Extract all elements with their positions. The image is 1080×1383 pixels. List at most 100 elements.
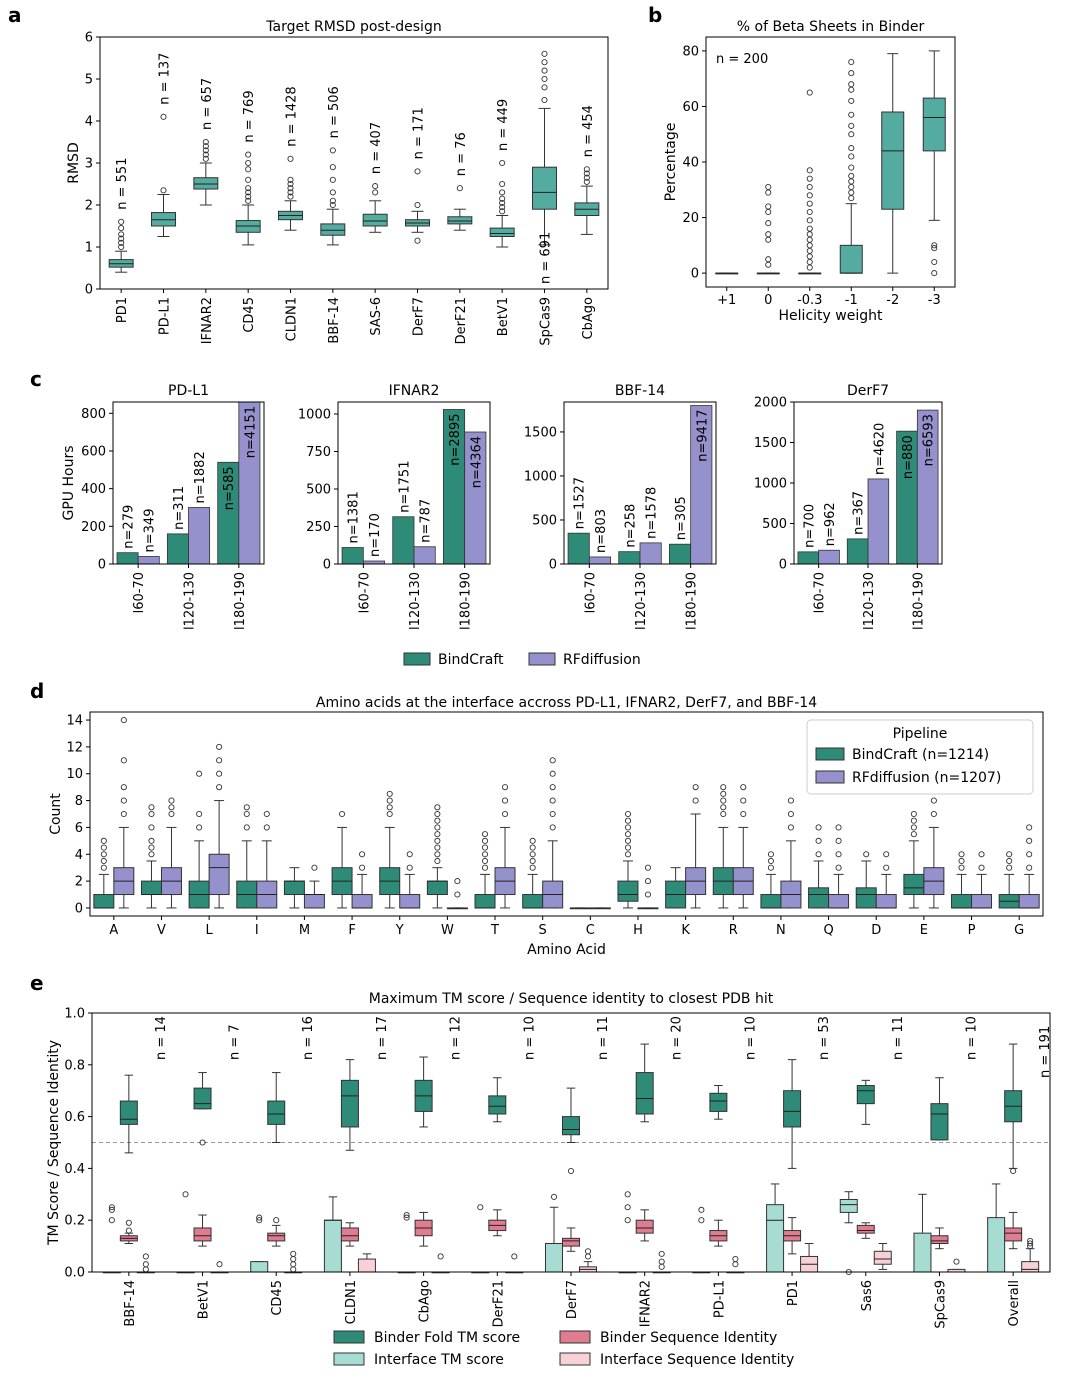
x-axis-label: Helicity weight: [779, 308, 883, 324]
box-iqr: [119, 1100, 138, 1125]
n-label: n = 657: [200, 78, 215, 130]
chart-title: Target RMSD post-design: [265, 19, 441, 35]
box-weight--0.3: [798, 89, 822, 275]
outlier-point: [481, 844, 489, 851]
bar-RFdiffusion: [867, 478, 890, 565]
outlier-point: [863, 851, 870, 858]
outlier-point: [100, 851, 107, 858]
x-tick-label: Y: [395, 923, 404, 938]
chart-title: IFNAR2: [389, 383, 440, 399]
outlier-point: [883, 851, 890, 858]
outlier-point: [815, 824, 822, 831]
outlier-point: [910, 810, 917, 818]
outlier-point: [549, 810, 556, 818]
box-interface-seq-id-DerF7: [579, 1248, 597, 1273]
outlier-point: [848, 81, 855, 88]
outlier-point: [287, 185, 294, 192]
box-iqr: [267, 1100, 286, 1125]
outlier-point: [624, 817, 632, 824]
box-CbAgo: [574, 166, 600, 235]
outlier-point: [434, 810, 441, 818]
box-binder-seq-id-Sas6: [856, 1222, 875, 1239]
outlier-point: [958, 864, 965, 871]
outlier-point: [549, 797, 556, 804]
y-tick-label: 0: [779, 558, 787, 573]
bar-n-label: n=4151: [243, 406, 258, 458]
x-tick-label: -3: [928, 293, 941, 308]
outlier-point: [806, 200, 813, 207]
box-interface-seq-id-IFNAR2: [652, 1250, 671, 1274]
bar-BindCraft: [846, 538, 869, 565]
y-tick-label: 4: [85, 115, 93, 130]
x-tick-label: R: [729, 923, 738, 938]
bar-n-label: n=1381: [347, 491, 362, 543]
box-iqr: [562, 1116, 580, 1136]
outlier-point: [978, 864, 985, 871]
outlier-point: [216, 784, 223, 791]
outlier-point: [848, 145, 855, 152]
outlier-point: [329, 176, 336, 183]
box-iqr: [140, 880, 162, 896]
box-bindcraft-G: [998, 851, 1020, 909]
panel-c: GPU Hours PD-L1 0 200 400 600 800 n=279 n=349 l60…: [61, 383, 943, 668]
box-rfdiffusion-R: [732, 784, 754, 909]
outlier-point: [434, 837, 441, 844]
outlier-point: [765, 208, 772, 216]
outlier-point: [216, 1261, 223, 1268]
outlier-point: [624, 810, 632, 818]
outlier-point: [806, 258, 813, 266]
box-iqr: [783, 1090, 802, 1128]
box-iqr: [1021, 1261, 1040, 1273]
box-bindcraft-K: [665, 867, 687, 909]
bar-BindCraft: [341, 547, 364, 565]
outlier-point: [243, 804, 250, 811]
outlier-point: [848, 183, 855, 191]
outlier-point: [529, 857, 536, 865]
outlier-point: [848, 97, 855, 104]
x-tick-label: S: [539, 923, 547, 938]
outlier-point: [216, 757, 223, 764]
outlier-point: [549, 824, 556, 831]
legend-swatch-1: [333, 1352, 365, 1366]
bar-RFdiffusion: [137, 556, 160, 565]
box-iqr: [562, 1237, 580, 1247]
y-tick-label: 500: [532, 513, 557, 528]
x-tick-label: l60-70: [132, 572, 147, 613]
outlier-point: [835, 864, 842, 871]
y-axis-label: TM Score / Sequence Identity: [46, 1040, 62, 1246]
outlier-point: [931, 242, 938, 249]
outlier-point: [644, 878, 652, 885]
outlier-point: [263, 810, 270, 818]
x-tick-label: l120-130: [183, 572, 198, 630]
outlier-point: [1026, 864, 1033, 871]
box-iqr: [709, 1092, 728, 1112]
panel-label-c: c: [30, 367, 42, 391]
box-rfdiffusion-T: [494, 784, 516, 909]
outlier-point: [118, 231, 125, 238]
box-bindcraft-S: [522, 837, 544, 909]
outlier-point: [372, 189, 379, 196]
box-rfdiffusion-G: [1018, 824, 1040, 909]
box-interface-tm-BBF-14: [102, 1204, 121, 1274]
y-tick-label: 2000: [754, 396, 787, 411]
box-binder-fold-tm-DerF7: [562, 1087, 580, 1175]
n-label: n = 10: [743, 1016, 758, 1060]
y-tick-label: 750: [306, 445, 331, 460]
x-tick-label: BetV1: [496, 297, 511, 336]
chart-title: DerF7: [847, 383, 889, 399]
bar-n-label: n=311: [172, 486, 187, 530]
outlier-point: [1026, 851, 1033, 858]
y-tick-label: 1500: [754, 436, 787, 451]
outlier-point: [549, 770, 556, 777]
box-iqr: [913, 1232, 932, 1273]
outlier-point: [765, 256, 772, 263]
outlier-point: [501, 810, 509, 818]
box-iqr: [808, 887, 830, 909]
box-interface-tm-DerF21: [471, 1204, 490, 1274]
outlier-point: [720, 804, 727, 811]
outlier-point: [848, 86, 855, 93]
n-label: n = 11: [891, 1016, 906, 1060]
box-interface-seq-id-Overall: [1021, 1237, 1040, 1273]
box-bindcraft-L: [188, 770, 210, 909]
outlier-point: [806, 183, 813, 191]
